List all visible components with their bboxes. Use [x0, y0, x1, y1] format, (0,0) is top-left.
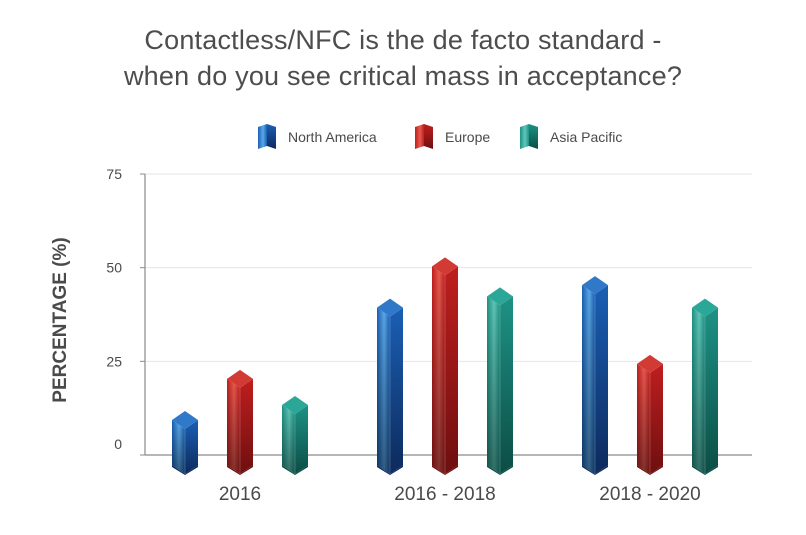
bar-europe-1 [432, 257, 458, 475]
y-tick-label-0: 0 [114, 436, 122, 452]
legend: North America Europe Asia Pacific [258, 124, 622, 149]
y-tick-label-75: 75 [106, 166, 122, 182]
y-axis-label: PERCENTAGE (%) [50, 237, 71, 402]
label-layer: 2016 2016 - 2018 2018 - 2020 [219, 484, 701, 505]
legend-swatch [258, 124, 276, 149]
legend-label: North America [288, 129, 377, 145]
legend-label: Asia Pacific [550, 129, 622, 145]
legend-item-north-america: North America [258, 124, 377, 149]
chart-title-line-1: Contactless/NFC is the de facto standard… [144, 25, 662, 55]
bar-north-america-1 [377, 298, 403, 475]
chart-title-line-2: when do you see critical mass in accepta… [123, 61, 683, 91]
x-tick-label-2: 2018 - 2020 [599, 484, 700, 505]
bar-asia-pacific-1 [487, 287, 513, 475]
legend-swatch [415, 124, 433, 149]
x-tick-label-0: 2016 [219, 484, 261, 505]
legend-swatch [520, 124, 538, 149]
chart-title: Contactless/NFC is the de facto standard… [0, 22, 806, 94]
bar-europe-0 [227, 369, 253, 475]
bar-north-america-2 [582, 276, 608, 475]
axis-layer: 0 25 50 75 PERCENTAGE (%) [50, 166, 752, 456]
legend-item-asia-pacific: Asia Pacific [520, 124, 622, 149]
bar-asia-pacific-2 [692, 298, 718, 475]
y-tick-label-25: 25 [106, 353, 122, 369]
bar-asia-pacific-0 [282, 396, 308, 475]
bar-north-america-0 [172, 411, 198, 475]
legend-item-europe: Europe [415, 124, 490, 149]
x-tick-label-1: 2016 - 2018 [394, 484, 495, 505]
bar-layer [172, 257, 718, 475]
legend-label: Europe [445, 129, 490, 145]
y-tick-label-50: 50 [106, 260, 122, 276]
bar-europe-2 [637, 354, 663, 475]
